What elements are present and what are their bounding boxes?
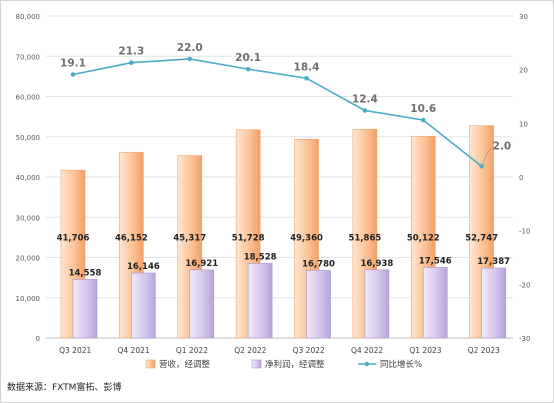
left-axis-tick-label: 70,000: [16, 53, 41, 61]
yoy-data-label: 22.0: [177, 42, 203, 54]
x-axis-tick-label: Q4 2021: [117, 346, 149, 355]
net-profit-data-label: 18,528: [244, 252, 277, 262]
yoy-point: [304, 75, 309, 81]
right-axis-tick-label: 30: [519, 13, 528, 21]
x-axis-tick-label: Q1 2022: [176, 346, 208, 355]
right-axis-tick-label: 20: [519, 67, 528, 75]
yoy-point: [129, 60, 134, 65]
net-profit-bar: [247, 263, 273, 339]
right-axis-tick-label: -20: [519, 281, 530, 289]
left-axis-tick-label: 60,000: [16, 94, 41, 102]
net-profit-bar: [481, 267, 506, 339]
net-profit-data-label: 14,558: [69, 268, 102, 278]
revenue-data-label: 50,122: [407, 233, 440, 243]
revenue-data-label: 51,865: [348, 233, 381, 243]
source-note: 数据来源：FXTM富拓、彭博: [7, 383, 122, 393]
yoy-data-label: 20.1: [235, 52, 261, 64]
net-profit-bar: [364, 269, 390, 339]
left-axis-tick-label: 10,000: [16, 295, 41, 303]
yoy-point: [187, 56, 193, 62]
yoy-point: [420, 117, 426, 123]
left-axis-tick-label: 30,000: [16, 214, 41, 222]
net-profit-data-label: 17,546: [419, 256, 452, 266]
legend-swatch: [251, 359, 262, 369]
net-profit-data-label: 16,938: [360, 259, 393, 269]
right-axis-tick-label: 0: [519, 174, 523, 182]
net-profit-bar: [131, 272, 156, 339]
left-axis-tick-label: 80,000: [16, 13, 41, 21]
yoy-data-label: 18.4: [294, 61, 320, 73]
net-profit-bar: [189, 269, 215, 339]
left-axis-tick-label: 20,000: [16, 255, 41, 263]
yoy-data-label: 2.0: [493, 140, 512, 152]
revenue-data-label: 49,360: [290, 233, 323, 243]
x-axis-tick-label: Q3 2022: [293, 346, 325, 355]
yoy-data-label: 10.6: [410, 103, 436, 115]
x-axis-tick-label: Q2 2023: [468, 346, 500, 355]
legend-label: 营收，经调整: [159, 359, 211, 370]
net-profit-data-label: 16,780: [302, 259, 335, 269]
net-profit-bar: [72, 279, 98, 339]
left-axis-tick-label: 0: [36, 335, 40, 343]
left-axis-tick-label: 50,000: [16, 134, 41, 142]
yoy-point: [245, 66, 251, 72]
yoy-data-label: 21.3: [118, 46, 144, 58]
revenue-data-label: 45,317: [173, 233, 206, 243]
yoy-point: [362, 108, 368, 113]
revenue-data-label: 51,728: [232, 233, 265, 243]
revenue-data-label: 46,152: [115, 233, 148, 243]
right-axis-tick-label: -30: [519, 335, 530, 343]
net-profit-bar: [422, 267, 448, 339]
yoy-point: [70, 72, 76, 77]
yoy-line: [72, 58, 483, 167]
legend-label: 净利润，经调整: [265, 359, 325, 370]
x-axis-tick-label: Q4 2022: [351, 346, 383, 355]
left-axis-tick-label: 40,000: [16, 174, 41, 182]
x-axis-tick-label: Q3 2021: [59, 346, 91, 355]
net-profit-data-label: 17,387: [477, 257, 510, 267]
revenue-data-label: 41,706: [57, 233, 90, 243]
net-profit-data-label: 16,921: [185, 259, 218, 269]
right-axis-tick-label: -10: [519, 228, 530, 236]
yoy-data-label: 12.4: [352, 93, 378, 105]
yoy-leader-line: [481, 147, 492, 167]
net-profit-data-label: 16,146: [127, 262, 160, 272]
right-axis-tick-label: 10: [519, 120, 528, 128]
yoy-data-label: 19.1: [60, 57, 86, 69]
legend-swatch-marker: [364, 361, 370, 367]
legend-swatch: [145, 359, 156, 369]
net-profit-bar: [306, 270, 331, 339]
x-axis-tick-label: Q1 2023: [409, 346, 441, 355]
legend-label: 同比增长%: [380, 359, 422, 370]
x-axis-tick-label: Q2 2022: [234, 346, 266, 355]
revenue-data-label: 52,747: [465, 233, 498, 243]
